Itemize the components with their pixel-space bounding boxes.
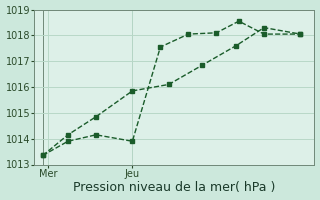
X-axis label: Pression niveau de la mer( hPa ): Pression niveau de la mer( hPa ) <box>73 181 276 194</box>
